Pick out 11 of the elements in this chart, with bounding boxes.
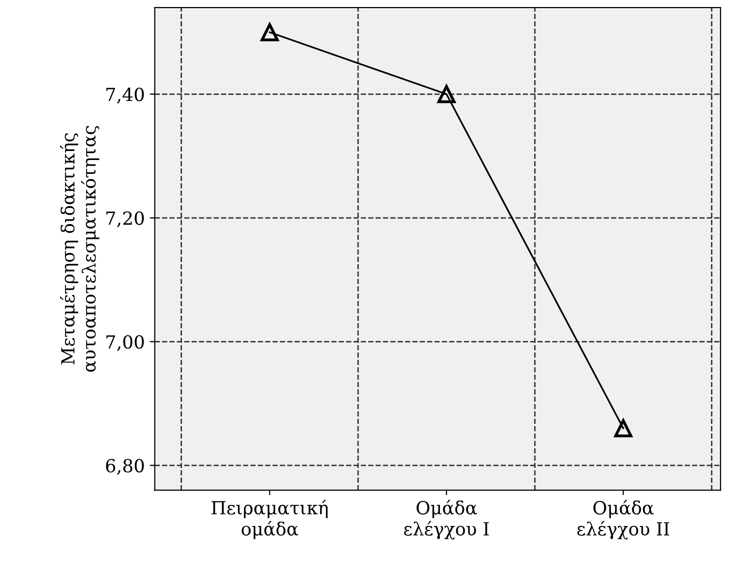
point	[260, 23, 279, 42]
y-axis-title: Μεταμέτρηση διδακτικής αυτοαποτελεσματικότητας	[60, 126, 100, 372]
y-tick-label: 6,80	[106, 458, 144, 475]
point	[437, 85, 456, 104]
x-tick-label: Ομάδα ελέγχου ΙΙ	[577, 500, 670, 540]
y-tick-label: 7,40	[106, 88, 144, 104]
point	[614, 419, 632, 438]
x-tick-label: Ομάδα ελέγχου Ι	[404, 500, 489, 540]
y-tick-label: 7,20	[106, 211, 144, 228]
y-tick-label: 7,00	[106, 335, 144, 351]
x-tick-label: Πειραματική ομάδα	[212, 500, 328, 540]
